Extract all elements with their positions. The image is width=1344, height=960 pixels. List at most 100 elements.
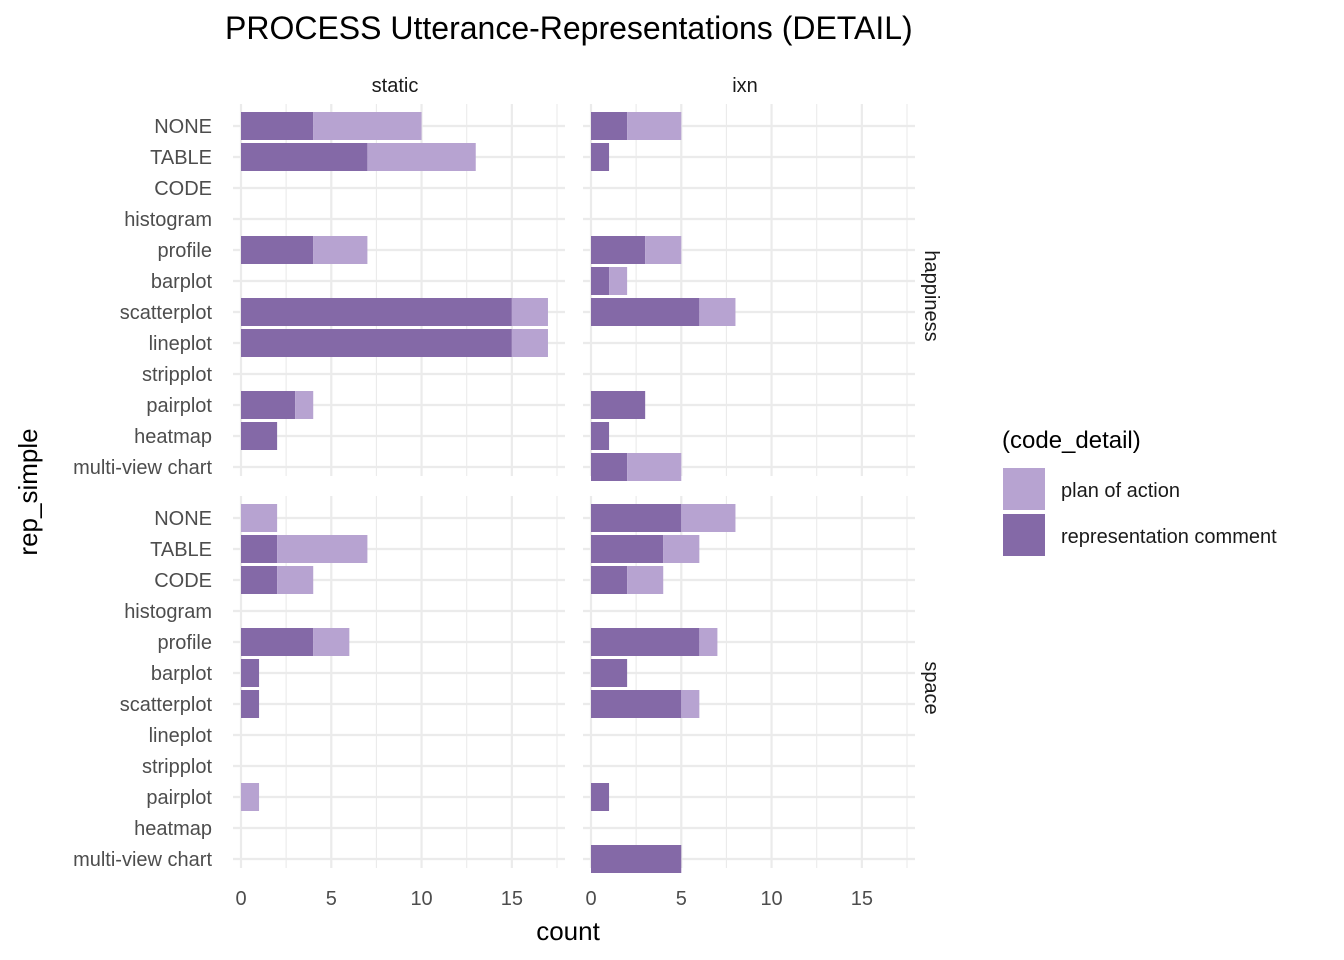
- facet-label-space: space: [920, 661, 942, 714]
- bar-representation-comment-code: [591, 566, 628, 594]
- bar-representation-comment-barplot: [591, 267, 610, 295]
- y-tick-label-lineplot: lineplot: [149, 333, 213, 355]
- bar-plan-of-action-profile: [313, 628, 350, 656]
- y-tick-label-barplot: barplot: [151, 663, 213, 685]
- bar-representation-comment-multi-view-chart: [591, 845, 682, 873]
- x-tick-label: 10: [410, 888, 432, 910]
- y-tick-label-histogram: histogram: [124, 209, 212, 231]
- bar-representation-comment-lineplot: [241, 329, 512, 357]
- x-tick-label: 5: [326, 888, 337, 910]
- y-tick-label-code: CODE: [154, 570, 212, 592]
- bar-plan-of-action-lineplot: [511, 329, 548, 357]
- bar-plan-of-action-code: [627, 566, 664, 594]
- facet-label-static: static: [372, 75, 419, 97]
- x-tick-label: 15: [501, 888, 523, 910]
- legend-label-representation-comment: representation comment: [1061, 526, 1277, 548]
- bar-representation-comment-multi-view-chart: [591, 453, 628, 481]
- facet-label-happiness: happiness: [920, 250, 942, 341]
- y-tick-label-scatterplot: scatterplot: [120, 302, 213, 324]
- y-tick-label-none: NONE: [154, 116, 212, 138]
- y-tick-label-pairplot: pairplot: [146, 395, 212, 417]
- bar-representation-comment-code: [241, 566, 278, 594]
- bar-plan-of-action-table: [277, 535, 368, 563]
- bar-representation-comment-table: [241, 143, 368, 171]
- y-tick-label-stripplot: stripplot: [142, 364, 212, 386]
- panel-space-ixn: [583, 496, 915, 873]
- bar-plan-of-action-pairplot: [295, 391, 314, 419]
- bar-plan-of-action-code: [277, 566, 314, 594]
- bar-representation-comment-table: [591, 535, 664, 563]
- bar-plan-of-action-profile: [699, 628, 718, 656]
- y-tick-label-profile: profile: [158, 240, 212, 262]
- y-tick-label-pairplot: pairplot: [146, 787, 212, 809]
- y-tick-label-scatterplot: scatterplot: [120, 694, 213, 716]
- bar-plan-of-action-scatterplot: [681, 690, 700, 718]
- bar-representation-comment-heatmap: [241, 422, 278, 450]
- bar-plan-of-action-profile: [645, 236, 682, 264]
- bar-representation-comment-scatterplot: [241, 298, 512, 326]
- bar-plan-of-action-pairplot: [241, 783, 260, 811]
- panel-space-static: [233, 496, 565, 868]
- bar-representation-comment-profile: [241, 628, 314, 656]
- y-axis-title: rep_simple: [13, 428, 43, 555]
- bar-plan-of-action-table: [663, 535, 700, 563]
- bar-representation-comment-pairplot: [591, 391, 646, 419]
- bar-plan-of-action-table: [367, 143, 476, 171]
- bar-plan-of-action-none: [241, 504, 278, 532]
- bar-representation-comment-scatterplot: [241, 690, 260, 718]
- x-tick-label: 10: [760, 888, 782, 910]
- legend-label-plan-of-action: plan of action: [1061, 480, 1180, 502]
- bar-representation-comment-pairplot: [591, 783, 610, 811]
- x-tick-label: 15: [851, 888, 873, 910]
- bar-plan-of-action-profile: [313, 236, 368, 264]
- bar-representation-comment-barplot: [241, 659, 260, 687]
- bar-representation-comment-profile: [591, 236, 646, 264]
- bar-representation-comment-barplot: [591, 659, 628, 687]
- y-tick-label-code: CODE: [154, 178, 212, 200]
- bar-representation-comment-table: [591, 143, 610, 171]
- bar-plan-of-action-multi-view-chart: [627, 453, 682, 481]
- y-tick-label-profile: profile: [158, 632, 212, 654]
- y-tick-label-lineplot: lineplot: [149, 725, 213, 747]
- bar-representation-comment-none: [241, 112, 314, 140]
- bar-representation-comment-profile: [591, 628, 700, 656]
- y-tick-label-multi-view-chart: multi-view chart: [73, 457, 212, 479]
- bar-plan-of-action-none: [313, 112, 422, 140]
- y-tick-label-none: NONE: [154, 508, 212, 530]
- bar-plan-of-action-barplot: [609, 267, 628, 295]
- x-axis-title: count: [536, 916, 600, 946]
- y-tick-label-stripplot: stripplot: [142, 756, 212, 778]
- y-tick-label-barplot: barplot: [151, 271, 213, 293]
- bar-plan-of-action-scatterplot: [699, 298, 736, 326]
- bar-representation-comment-pairplot: [241, 391, 296, 419]
- bar-representation-comment-scatterplot: [591, 298, 700, 326]
- panel-happiness-ixn: [583, 104, 915, 481]
- x-tick-label: 0: [585, 888, 596, 910]
- bar-plan-of-action-none: [627, 112, 682, 140]
- chart-title: PROCESS Utterance-Representations (DETAI…: [225, 10, 913, 46]
- bar-representation-comment-profile: [241, 236, 314, 264]
- x-tick-label: 5: [676, 888, 687, 910]
- y-tick-label-heatmap: heatmap: [134, 426, 212, 448]
- bar-representation-comment-table: [241, 535, 278, 563]
- y-tick-label-heatmap: heatmap: [134, 818, 212, 840]
- bar-representation-comment-none: [591, 112, 628, 140]
- legend: (code_detail) plan of action representat…: [1002, 427, 1277, 556]
- bar-representation-comment-heatmap: [591, 422, 610, 450]
- legend-key-representation-comment: [1003, 514, 1045, 556]
- y-tick-label-multi-view-chart: multi-view chart: [73, 849, 212, 871]
- facet-label-ixn: ixn: [732, 75, 758, 97]
- legend-title: (code_detail): [1002, 427, 1141, 454]
- x-tick-label: 0: [235, 888, 246, 910]
- legend-key-plan-of-action: [1003, 468, 1045, 510]
- panel-happiness-static: [233, 104, 565, 476]
- bar-plan-of-action-none: [681, 504, 736, 532]
- y-tick-label-table: TABLE: [150, 539, 212, 561]
- bar-representation-comment-none: [591, 504, 682, 532]
- y-tick-label-histogram: histogram: [124, 601, 212, 623]
- bar-representation-comment-scatterplot: [591, 690, 682, 718]
- bar-plan-of-action-scatterplot: [511, 298, 548, 326]
- facet-panels: static ixn happiness space NONE TABLE CODE hist…: [73, 75, 942, 910]
- y-tick-label-table: TABLE: [150, 147, 212, 169]
